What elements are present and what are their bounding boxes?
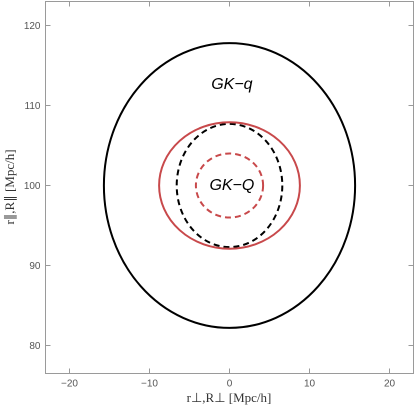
contour-ellipse-4 bbox=[194, 152, 265, 219]
annotation-label-2: GK−Q bbox=[209, 177, 254, 194]
y-tick-label: 100 bbox=[24, 181, 41, 192]
y-tick-label: 80 bbox=[29, 341, 41, 352]
contour-ellipse-1 bbox=[102, 42, 357, 329]
y-tick-label: 110 bbox=[25, 101, 41, 112]
x-tick-label: 20 bbox=[384, 379, 396, 390]
x-tick-label: 10 bbox=[304, 379, 316, 390]
annotation-group: GK−q GK−Q bbox=[209, 76, 254, 194]
contour-ellipse-3 bbox=[158, 121, 301, 250]
x-tick-label: −20 bbox=[61, 379, 78, 390]
tick-group: −20 −10 0 10 20 80 90 100 110 120 bbox=[24, 1, 414, 390]
annotation-label-1: GK−q bbox=[211, 76, 252, 93]
x-axis-label: r⊥,R⊥ [Mpc/h] bbox=[187, 390, 272, 405]
x-tick-label: −10 bbox=[141, 379, 158, 390]
contour-ellipse-2 bbox=[175, 122, 284, 249]
x-tick-label: 0 bbox=[227, 379, 233, 390]
y-tick-label: 120 bbox=[24, 21, 41, 32]
series-group bbox=[102, 42, 357, 329]
y-tick-label: 90 bbox=[29, 261, 41, 272]
y-axis-label: r∥,R∥ [Mpc/h] bbox=[2, 149, 17, 224]
